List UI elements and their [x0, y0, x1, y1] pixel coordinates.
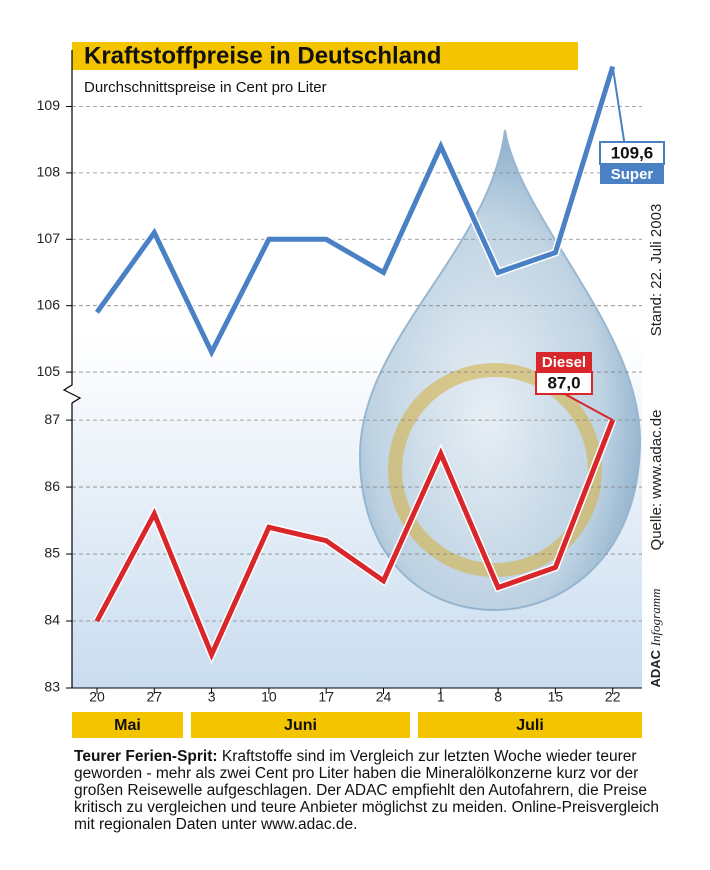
- month-label: Juli: [516, 717, 544, 734]
- source: Quelle: www.adac.de: [648, 410, 665, 551]
- caption-lead: Teurer Ferien-Sprit:: [74, 748, 218, 765]
- y-tick-label: 107: [37, 230, 61, 246]
- month-box: [418, 712, 642, 738]
- label-leader: [611, 66, 626, 148]
- brand-suffix: Infogramm: [648, 589, 663, 648]
- caption-text: Kraftstoffe sind im Vergleich zur letzte…: [74, 748, 659, 833]
- brand-label: ADAC Infogramm: [648, 589, 663, 688]
- y-tick-label: 86: [44, 478, 60, 494]
- chart-subtitle: Durchschnittspreise in Cent pro Liter: [84, 79, 327, 96]
- month-box: [191, 712, 410, 738]
- y-tick-label: 109: [37, 97, 61, 113]
- y-tick-label: 105: [37, 363, 61, 379]
- value-label: 109,6: [611, 143, 654, 162]
- chart-title: Kraftstoffpreise in Deutschland: [84, 42, 441, 69]
- x-tick-label: 10: [261, 689, 277, 705]
- value-label: 87,0: [547, 373, 580, 392]
- series-line: [94, 419, 616, 661]
- y-tick-label: 84: [44, 612, 60, 628]
- title-banner: [72, 42, 578, 70]
- month-label: Mai: [114, 717, 141, 734]
- x-tick-label: 1: [437, 689, 445, 705]
- value-label-box: [535, 371, 593, 395]
- series-name-box: [536, 352, 592, 372]
- x-tick-label: 17: [318, 689, 334, 705]
- legend-label: Diesel: [542, 354, 586, 371]
- y-tick-label: 87: [44, 411, 60, 427]
- series-line: [94, 65, 616, 358]
- month-box: [72, 712, 183, 738]
- label-leader: [560, 391, 614, 421]
- series-name-box: [600, 164, 664, 184]
- y-tick-label: 108: [37, 164, 61, 180]
- brand: ADAC: [648, 649, 663, 687]
- chart: Kraftstoffpreise in Deutschland Durchsch…: [37, 42, 665, 738]
- x-tick-label: 8: [494, 689, 502, 705]
- legend-label: Super: [611, 166, 654, 183]
- x-tick-label: 22: [605, 689, 621, 705]
- x-tick-label: 20: [89, 689, 105, 705]
- month-label: Juni: [284, 717, 317, 734]
- x-tick-label: 24: [376, 689, 392, 705]
- x-tick-label: 3: [208, 689, 216, 705]
- y-tick-label: 85: [44, 545, 60, 561]
- date-note: Stand: 22. Juli 2003: [648, 204, 665, 337]
- caption: Teurer Ferien-Sprit: Kraftstoffe sind im…: [74, 748, 664, 833]
- y-tick-label: 83: [44, 679, 60, 695]
- x-tick-label: 15: [548, 689, 564, 705]
- y-tick-label: 106: [37, 296, 61, 312]
- y-axis: [62, 50, 82, 688]
- x-tick-label: 27: [147, 689, 163, 705]
